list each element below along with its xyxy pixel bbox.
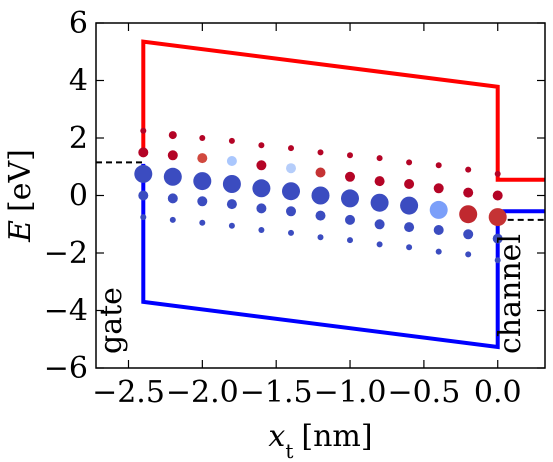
y-axis-label-var: E — [3, 220, 38, 243]
data-point — [228, 222, 235, 229]
y-tick-label: 4 — [69, 64, 88, 99]
data-point — [197, 196, 208, 207]
data-point — [286, 163, 296, 174]
data-point — [435, 162, 442, 169]
data-point — [370, 193, 389, 212]
y-tick-label: −2 — [44, 236, 88, 271]
data-point — [406, 159, 413, 166]
data-point — [494, 257, 501, 264]
x-tick-label: −1.0 — [314, 375, 387, 410]
data-point — [199, 219, 206, 226]
data-point — [376, 241, 383, 248]
data-point — [465, 166, 472, 173]
data-point — [433, 225, 444, 235]
x-tick-label: −0.5 — [387, 375, 460, 410]
data-point — [226, 156, 237, 166]
x-tick-label: −2.0 — [166, 375, 239, 410]
y-tick-label: −4 — [44, 294, 88, 329]
data-point — [167, 193, 178, 204]
data-point — [256, 203, 267, 214]
data-point — [197, 153, 208, 164]
data-point — [288, 145, 294, 152]
data-point — [199, 135, 206, 141]
data-point — [286, 206, 296, 217]
data-point — [258, 142, 265, 149]
x-axis-label: xt [nm] — [268, 419, 372, 462]
data-point — [465, 251, 472, 258]
data-point — [494, 170, 501, 177]
data-point — [492, 190, 503, 201]
data-point — [282, 182, 300, 201]
data-point — [433, 183, 444, 194]
data-point — [315, 210, 326, 221]
data-point — [167, 150, 178, 161]
y-tick-label: −6 — [44, 351, 88, 386]
channel-label: channel — [493, 234, 528, 354]
y-axis-label-unit: [eV] — [3, 149, 38, 212]
data-point — [168, 131, 177, 140]
x-tick-label: 0.0 — [474, 375, 522, 410]
data-point — [140, 127, 147, 134]
data-point — [429, 200, 448, 219]
data-point — [134, 164, 153, 183]
band-line-0 — [141, 39, 545, 182]
data-point — [435, 248, 442, 255]
data-point — [228, 137, 235, 144]
data-point — [341, 189, 359, 208]
x-tick-label: −2.5 — [92, 375, 165, 410]
x-tick-label: −1.5 — [240, 375, 313, 410]
data-point — [163, 167, 182, 186]
data-point — [345, 171, 355, 182]
band-line-1 — [141, 163, 545, 350]
data-point — [169, 216, 176, 223]
y-tick-label: 0 — [69, 179, 88, 214]
data-point — [345, 214, 355, 225]
data-point — [347, 237, 353, 244]
data-point — [193, 172, 212, 191]
data-point — [459, 205, 478, 224]
tick-labels: −2.5 −2.0 −1.5 −1.0 −0.5 0.0 −6 −4 −2 0 2 4 6 — [44, 6, 522, 410]
data-point — [138, 147, 149, 158]
data-point — [347, 152, 353, 159]
x-axis-label-unit: [nm] — [301, 419, 372, 454]
data-point — [374, 219, 385, 230]
data-point — [140, 214, 147, 221]
data-point — [400, 196, 419, 215]
data-point — [311, 186, 330, 205]
data-point — [315, 167, 326, 178]
data-point — [317, 149, 324, 156]
y-axis-label: E [eV] — [3, 149, 38, 243]
y-tick-label: 6 — [69, 6, 88, 41]
chart-marks — [96, 39, 545, 350]
data-point — [256, 160, 267, 171]
data-point — [258, 227, 265, 233]
x-axis-label-sub: t — [285, 439, 293, 462]
data-point — [492, 233, 503, 244]
data-point — [252, 179, 271, 198]
axis-ticks — [96, 22, 545, 369]
gate-label: gate — [94, 287, 129, 354]
data-point — [488, 208, 507, 227]
data-point — [138, 190, 149, 201]
data-point — [222, 175, 241, 193]
data-point — [226, 199, 237, 210]
x-axis-label-var: x — [268, 419, 285, 454]
y-tick-label: 2 — [69, 121, 88, 156]
data-point — [288, 229, 294, 236]
data-point — [463, 187, 474, 198]
data-point — [374, 176, 385, 187]
annotations: gate channel — [94, 234, 528, 354]
data-point — [404, 222, 415, 233]
data-point — [463, 229, 474, 240]
data-point — [317, 234, 324, 241]
data-point — [376, 155, 383, 162]
data-point — [404, 179, 415, 189]
data-point — [406, 244, 413, 251]
